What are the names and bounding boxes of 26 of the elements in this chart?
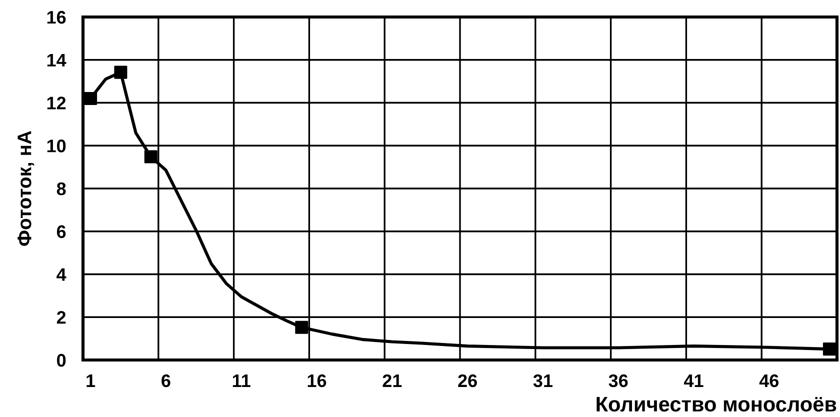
point [295, 320, 308, 334]
y-tick-label: 16 [47, 10, 66, 24]
point [822, 342, 836, 356]
x-tick-label: 46 [759, 374, 779, 388]
x-tick-label: 31 [533, 374, 552, 388]
y-tick-label: 10 [47, 140, 66, 152]
x-tick-label: 26 [458, 374, 477, 388]
y-tick-label: 2 [56, 311, 66, 324]
x-tick-label: 1 [86, 374, 96, 387]
x-axis-title: Количество монослоёв [596, 396, 836, 412]
point [84, 92, 98, 105]
point [144, 150, 158, 164]
x-tick-label: 11 [232, 374, 250, 387]
point [114, 66, 128, 79]
x-tick-label: 41 [684, 374, 704, 387]
x-tick-label: 6 [162, 374, 170, 388]
y-tick-label: 0 [57, 354, 66, 367]
x-tick-label: 36 [608, 374, 628, 388]
y-tick-label: 4 [56, 268, 66, 281]
y-tick-label: 14 [47, 54, 66, 66]
y-axis-title: Фототок, нА [18, 130, 34, 246]
y-tick-label: 8 [56, 182, 66, 196]
x-tick-label: 21 [382, 374, 402, 387]
y-tick-label: 6 [56, 225, 66, 238]
x-tick-label: 16 [308, 374, 326, 388]
y-tick-label: 12 [47, 96, 66, 110]
